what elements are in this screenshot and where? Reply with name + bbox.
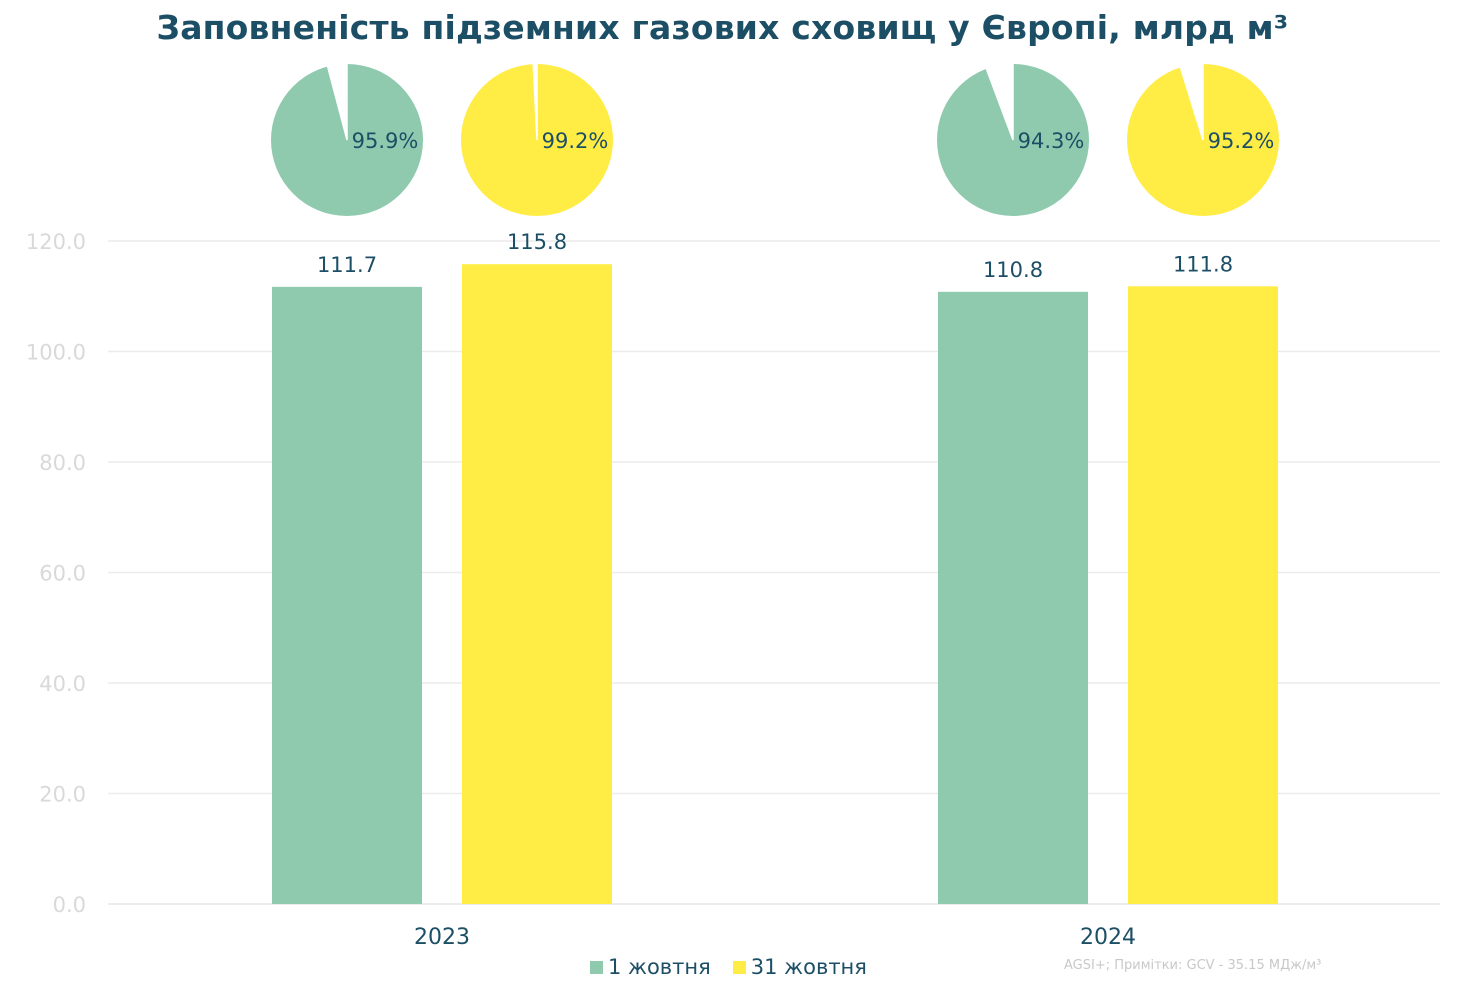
y-axis-ticks: 0.0 20.0 40.0 60.0 80.0 100.0 120.0: [26, 230, 86, 917]
bar: [272, 286, 422, 904]
pie-empty-slice: [985, 63, 1014, 141]
y-tick-label: 80.0: [39, 451, 86, 475]
legend-item-oct-31: 31 жовтня: [732, 955, 867, 979]
source-note: AGSI+; Примітки: GCV - 35.15 МДж/м³: [1064, 958, 1322, 973]
pie-empty-slice: [326, 63, 348, 141]
fill-pies: 95.9% 99.2% 94.3% 95.2%: [271, 63, 1279, 216]
pie-percent-label: 95.9%: [352, 129, 419, 153]
y-tick-label: 120.0: [26, 230, 86, 254]
bar-value-label: 115.8: [507, 230, 567, 254]
legend-swatch: [590, 960, 603, 974]
y-tick-label: 20.0: [39, 783, 86, 807]
fill-pie: 95.2%: [1127, 63, 1279, 216]
y-tick-label: 40.0: [39, 672, 86, 696]
pie-percent-label: 99.2%: [542, 129, 609, 153]
bar: [1128, 286, 1278, 904]
pie-percent-label: 94.3%: [1018, 129, 1085, 153]
y-tick-label: 0.0: [53, 893, 86, 917]
legend-swatch: [732, 960, 746, 974]
x-axis-ticks: 2023 2024: [414, 925, 1136, 950]
legend-label: 31 жовтня: [750, 955, 867, 979]
pie-empty-slice: [1179, 63, 1204, 141]
fill-pie: 94.3%: [937, 63, 1089, 216]
fill-pie: 99.2%: [461, 63, 613, 216]
bar: [462, 264, 612, 905]
bars: [272, 264, 1278, 905]
y-tick-label: 60.0: [39, 562, 86, 586]
bar-value-label: 110.8: [983, 258, 1043, 282]
bar-value-label: 111.8: [1173, 252, 1233, 276]
chart-title: Заповненість підземних газових сховищ у …: [156, 8, 1289, 47]
x-tick-label: 2023: [414, 925, 470, 950]
bar-value-label: 111.7: [317, 253, 377, 277]
pie-percent-label: 95.2%: [1208, 129, 1275, 153]
y-tick-label: 100.0: [26, 341, 86, 365]
data-labels: 111.7 115.8 110.8 111.8: [317, 230, 1233, 282]
legend-item-oct-1: 1 жовтня: [590, 955, 711, 979]
bar: [938, 291, 1088, 905]
x-tick-label: 2024: [1080, 925, 1136, 950]
pie-empty-slice: [532, 63, 538, 141]
legend-label: 1 жовтня: [608, 955, 711, 979]
fill-pie: 95.9%: [271, 63, 423, 216]
legend: 1 жовтня 31 жовтня: [590, 955, 889, 979]
